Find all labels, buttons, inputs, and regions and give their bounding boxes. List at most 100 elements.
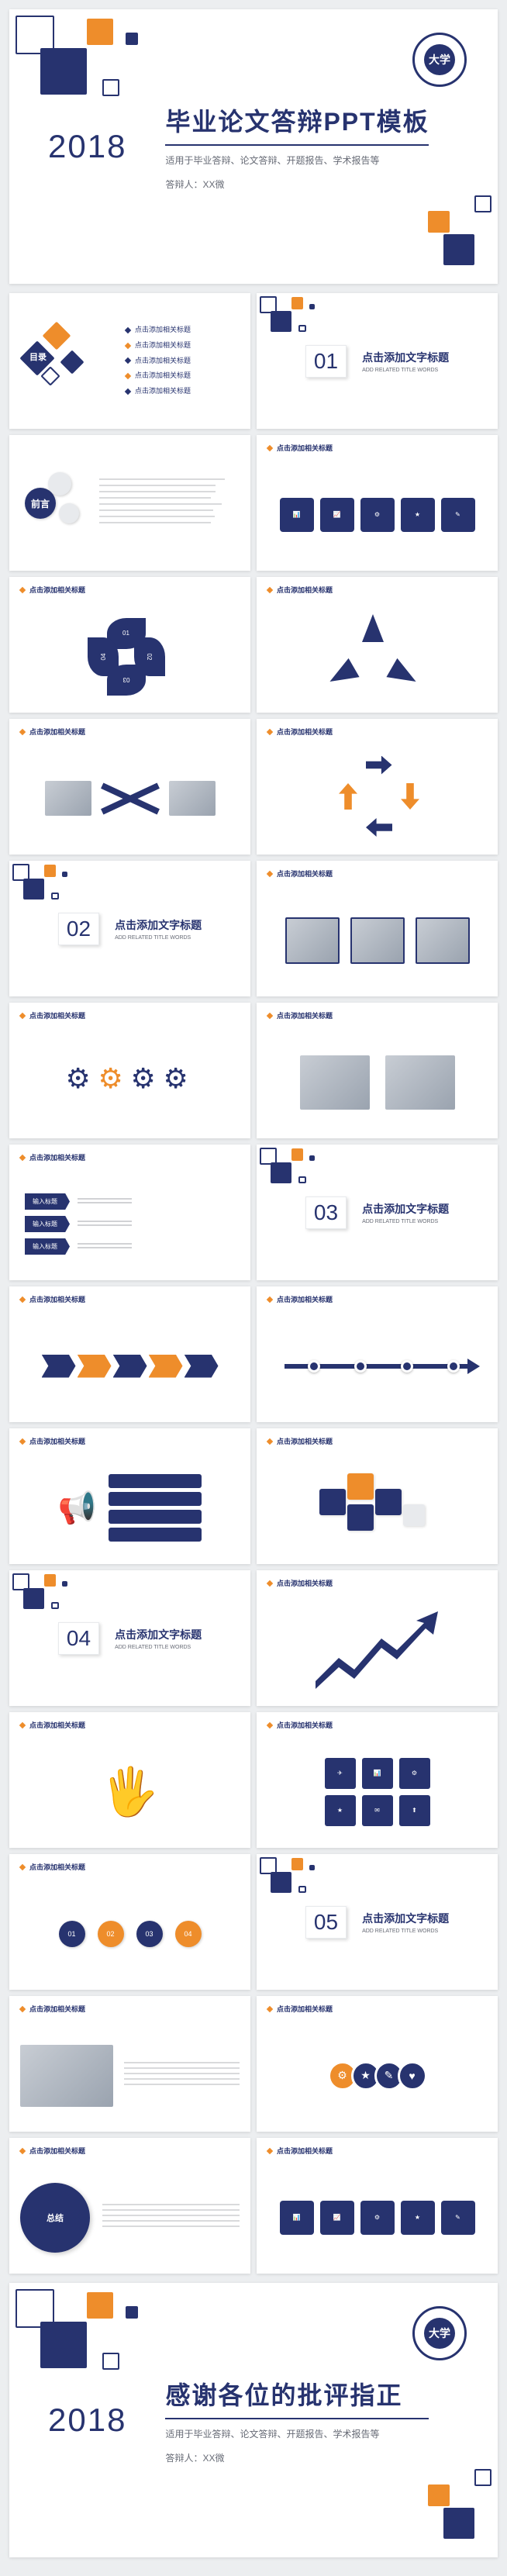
cluster-box <box>347 1504 374 1531</box>
arrow-icon <box>366 756 392 775</box>
grid-icon: ⬆ <box>399 1795 430 1826</box>
cluster-box <box>319 1489 346 1515</box>
slide-title-text: 点击添加相关标题 <box>29 1720 85 1730</box>
title-bullet-icon <box>267 2147 273 2153</box>
hero-author: 答辩人：XX微 <box>165 178 429 191</box>
summary-badge: 总结 <box>20 2183 90 2253</box>
slide-title-text: 点击添加相关标题 <box>29 1294 85 1304</box>
icon-box: 📊 <box>280 2201 314 2235</box>
preface-label: 前言 <box>31 497 50 510</box>
title-bullet-icon <box>267 444 273 451</box>
image-placeholder <box>385 1055 455 1110</box>
toc-item: 点击添加相关标题 <box>135 368 191 384</box>
slide-title-text: 点击添加相关标题 <box>29 1152 85 1162</box>
list-row <box>109 1492 202 1506</box>
step-chevron <box>185 1355 219 1378</box>
list-row <box>109 1528 202 1542</box>
slide-title-text: 点击添加相关标题 <box>29 727 85 737</box>
closing-title: 感谢各位的批评指正 <box>165 2376 429 2412</box>
title-bullet-icon <box>267 1580 273 1586</box>
title-bullet-icon <box>267 728 273 734</box>
chain-circle: ♥ <box>398 2061 427 2091</box>
hero-title: 毕业论文答辩PPT模板 <box>165 102 429 138</box>
cycle-arrow-icon <box>386 658 421 690</box>
growth-arrow-icon <box>308 1611 447 1689</box>
toc-bullet-icon <box>125 327 131 333</box>
cycle-arrow-icon <box>324 658 359 690</box>
university-seal: 大学 <box>412 33 467 87</box>
step-circle: 02 <box>98 1921 124 1947</box>
title-bullet-icon <box>19 586 26 592</box>
step-chevron <box>78 1355 112 1378</box>
title-bullet-icon <box>19 1012 26 1018</box>
slide-title-text: 点击添加相关标题 <box>29 2004 85 2014</box>
slide-title-text: 点击添加相关标题 <box>277 443 333 453</box>
section-number: 02 <box>58 913 99 945</box>
section-label: 点击添加文字标题 <box>115 917 202 933</box>
title-bullet-icon <box>19 1721 26 1728</box>
toc-bullet-icon <box>125 388 131 395</box>
image-placeholder <box>416 917 470 964</box>
gear-icon <box>165 1069 193 1096</box>
slide-title-text: 点击添加相关标题 <box>277 2146 333 2156</box>
image-placeholder <box>20 2045 113 2107</box>
icon-box: ✎ <box>441 498 475 532</box>
toc-item: 点击添加相关标题 <box>135 323 191 338</box>
arrow-icon <box>366 818 392 837</box>
image-placeholder <box>350 917 405 964</box>
title-bullet-icon <box>19 1863 26 1870</box>
hero-subtitle: 适用于毕业答辩、论文答辩、开题报告、学术报告等 <box>165 154 429 167</box>
toc-bullet-icon <box>125 357 131 364</box>
toc-bullet-icon <box>125 342 131 348</box>
slide-title-text: 点击添加相关标题 <box>277 727 333 737</box>
toc-item: 点击添加相关标题 <box>135 384 191 399</box>
step-circle: 04 <box>175 1921 202 1947</box>
toc-heading: 目录 <box>29 350 47 363</box>
preface-body <box>99 478 235 528</box>
cycle-arrow-icon <box>362 614 384 642</box>
slide-title-text: 点击添加相关标题 <box>277 1010 333 1020</box>
cluster-box <box>347 1473 374 1500</box>
step-chevron <box>113 1355 147 1378</box>
slide-title-text: 点击添加相关标题 <box>29 585 85 595</box>
title-bullet-icon <box>267 586 273 592</box>
section-number: 04 <box>58 1622 99 1655</box>
grid-icon: ✈ <box>325 1758 356 1789</box>
arrow-icon <box>401 783 419 810</box>
hands-tree-icon: 🖐 <box>101 1769 159 1815</box>
gear-icon <box>133 1069 160 1096</box>
step-chevron <box>42 1355 76 1378</box>
title-bullet-icon <box>19 728 26 734</box>
title-bullet-icon <box>19 2005 26 2011</box>
megaphone-icon: 📢 <box>58 1490 97 1526</box>
image-placeholder <box>45 781 91 816</box>
section-number: 03 <box>305 1196 347 1229</box>
tag-label: 输入标题 <box>25 1193 70 1210</box>
step-chevron <box>149 1355 183 1378</box>
slide-title-text: 点击添加相关标题 <box>29 1862 85 1872</box>
title-bullet-icon <box>19 1438 26 1444</box>
icon-box: ★ <box>401 498 435 532</box>
image-placeholder <box>300 1055 370 1110</box>
section-label: 点击添加文字标题 <box>362 1911 449 1926</box>
slide-title-text: 点击添加相关标题 <box>277 868 333 879</box>
tag-label: 输入标题 <box>25 1216 70 1232</box>
slide-title-text: 点击添加相关标题 <box>277 585 333 595</box>
hero-author: 答辩人：XX微 <box>165 2451 429 2464</box>
gear-icon <box>67 1069 95 1096</box>
slide-title-text: 点击添加相关标题 <box>277 1436 333 1446</box>
list-row <box>109 1510 202 1524</box>
grid-icon: ★ <box>325 1795 356 1826</box>
toc-item: 点击添加相关标题 <box>135 338 191 354</box>
year-badge: 2018 <box>48 128 126 165</box>
image-placeholder <box>285 917 340 964</box>
slide-title-text: 点击添加相关标题 <box>277 1294 333 1304</box>
toc-bullet-icon <box>125 373 131 379</box>
icon-box: 📊 <box>280 498 314 532</box>
slide-title-text: 点击添加相关标题 <box>277 1720 333 1730</box>
title-bullet-icon <box>267 1438 273 1444</box>
title-bullet-icon <box>19 1154 26 1160</box>
hero-subtitle: 适用于毕业答辩、论文答辩、开题报告、学术报告等 <box>165 2427 429 2440</box>
slide-title-text: 点击添加相关标题 <box>29 2146 85 2156</box>
grid-icon: ✉ <box>362 1795 393 1826</box>
